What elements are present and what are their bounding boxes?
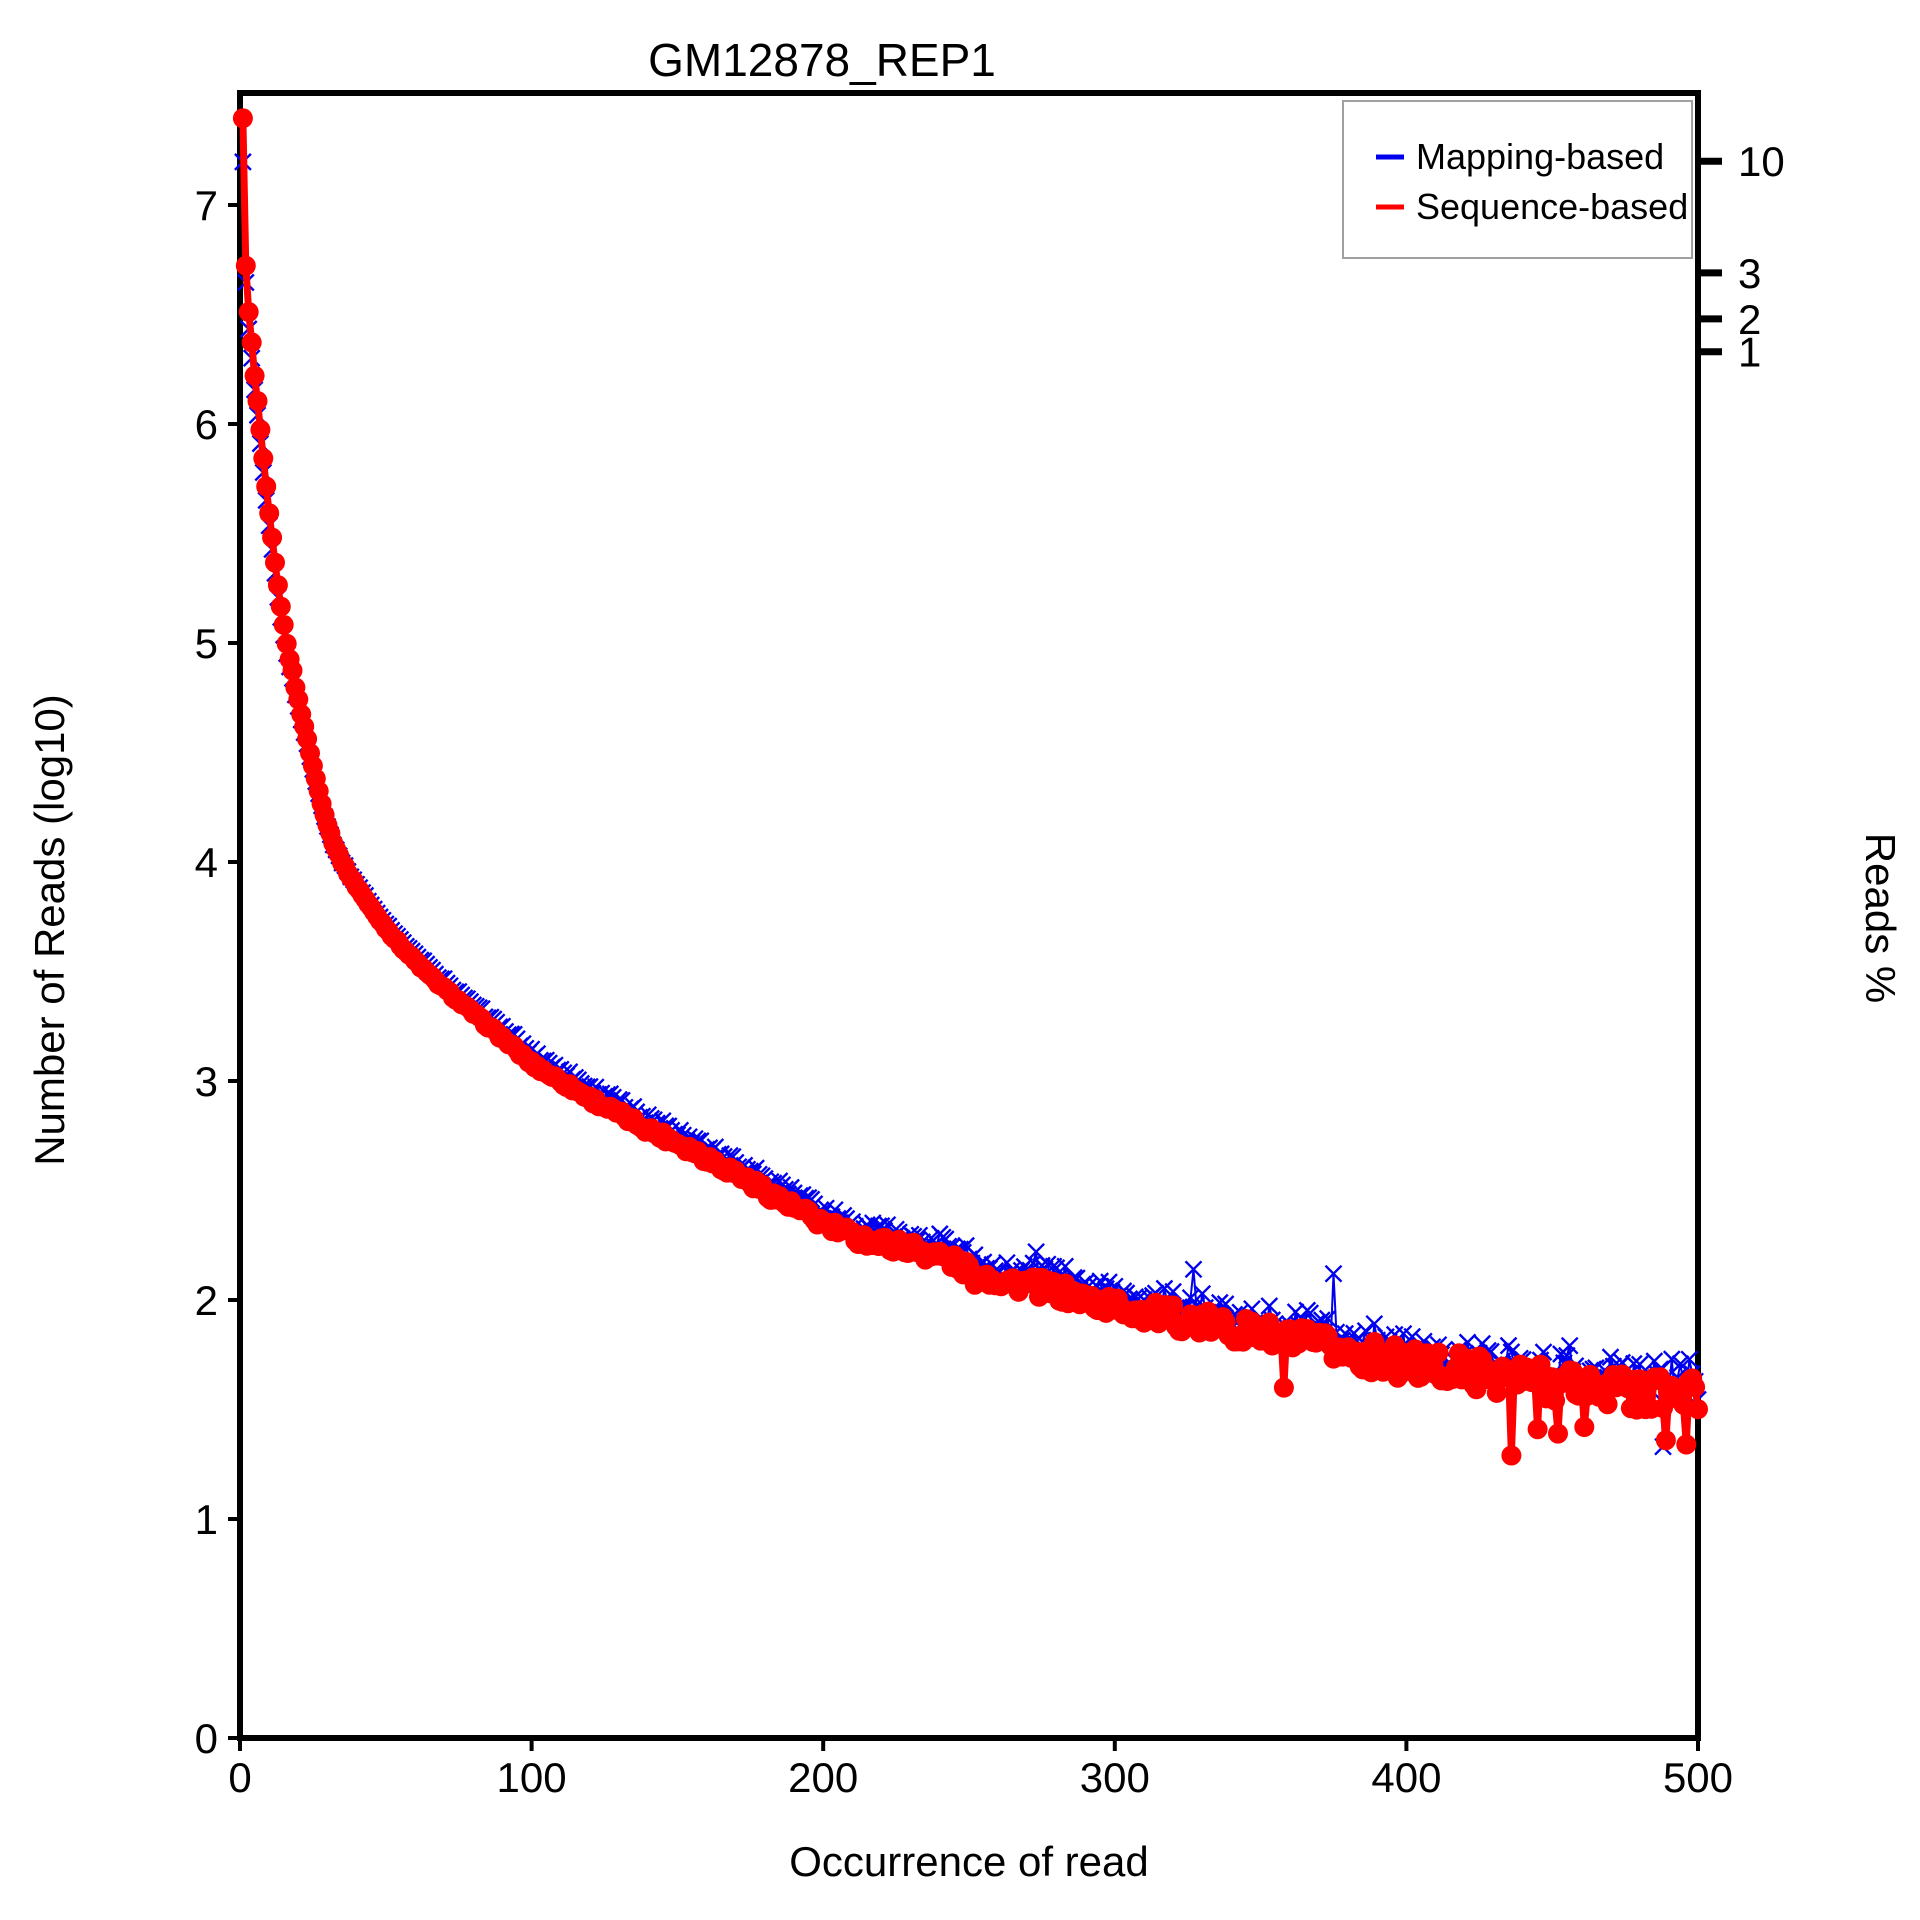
right-tick-label: 10 [1738, 138, 1785, 185]
x-tick-label: 500 [1663, 1754, 1733, 1801]
plot-title: GM12878_REP1 [648, 34, 996, 86]
x-tick-label: 100 [497, 1754, 567, 1801]
legend-label-mapping: Mapping-based [1416, 136, 1664, 177]
series-layer [232, 108, 1708, 1466]
y-tick-label: 5 [195, 620, 218, 667]
x-tick-label: 400 [1371, 1754, 1441, 1801]
x-tick-label: 300 [1080, 1754, 1150, 1801]
x-tick-label: 200 [788, 1754, 858, 1801]
legend: Mapping-based Sequence-based [1342, 100, 1693, 259]
y-tick-label: 4 [195, 839, 218, 886]
y-tick-label: 0 [195, 1715, 218, 1762]
y-tick-label: 7 [195, 182, 218, 229]
y-tick-label: 2 [195, 1277, 218, 1324]
right-tick-label: 2 [1738, 296, 1761, 343]
y-tick-label: 1 [195, 1496, 218, 1543]
x-axis-label: Occurrence of read [789, 1838, 1149, 1885]
right-tick-label: 3 [1738, 250, 1761, 297]
right-tick-label: 1 [1738, 329, 1761, 376]
right-axis-label: Reads % [1857, 833, 1904, 1003]
y-axis-label: Number of Reads (log10) [26, 694, 73, 1166]
y-tick-label: 3 [195, 1058, 218, 1105]
x-tick-label: 0 [228, 1754, 251, 1801]
series-sequence-markers [232, 108, 1708, 1466]
legend-label-sequence: Sequence-based [1416, 186, 1688, 227]
y-tick-label: 6 [195, 401, 218, 448]
legend-box [1342, 100, 1693, 259]
plot-border [237, 90, 1701, 1741]
